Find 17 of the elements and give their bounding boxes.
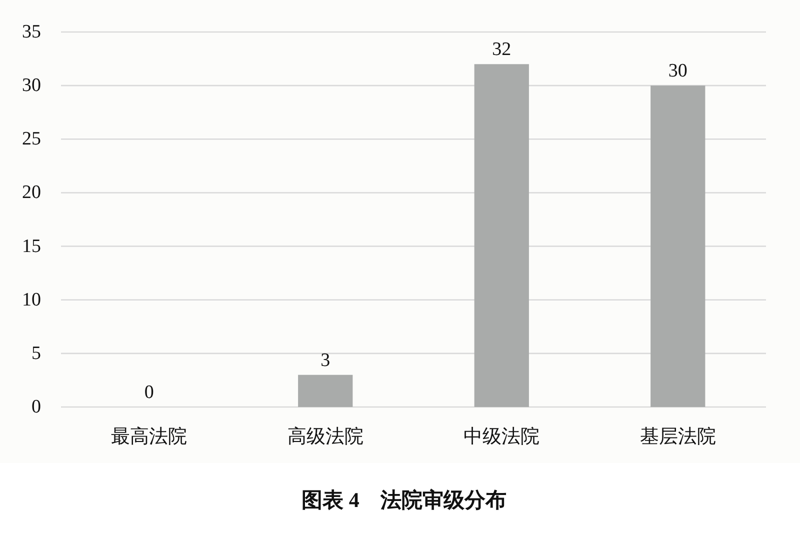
data-label: 30 xyxy=(668,60,688,82)
x-tick-label: 高级法院 xyxy=(287,426,364,448)
x-tick-label: 最高法院 xyxy=(111,426,188,448)
x-tick-label: 中级法院 xyxy=(464,426,540,448)
data-label: 3 xyxy=(320,350,330,371)
title: 图表 4 法院审级分布 xyxy=(302,488,506,512)
y-tick-label: 20 xyxy=(22,182,41,204)
y-tick-label: 35 xyxy=(22,22,41,42)
data-label: 32 xyxy=(492,39,512,60)
y-tick-label: 15 xyxy=(22,236,41,257)
y-tick-label: 25 xyxy=(22,128,41,150)
y-tick-label: 0 xyxy=(32,396,41,418)
x-tick-label: 基层法院 xyxy=(640,426,716,448)
y-tick-label: 5 xyxy=(32,342,41,364)
y-tick-label: 10 xyxy=(22,289,41,310)
data-label: 0 xyxy=(144,382,154,403)
y-tick-label: 30 xyxy=(22,75,41,96)
